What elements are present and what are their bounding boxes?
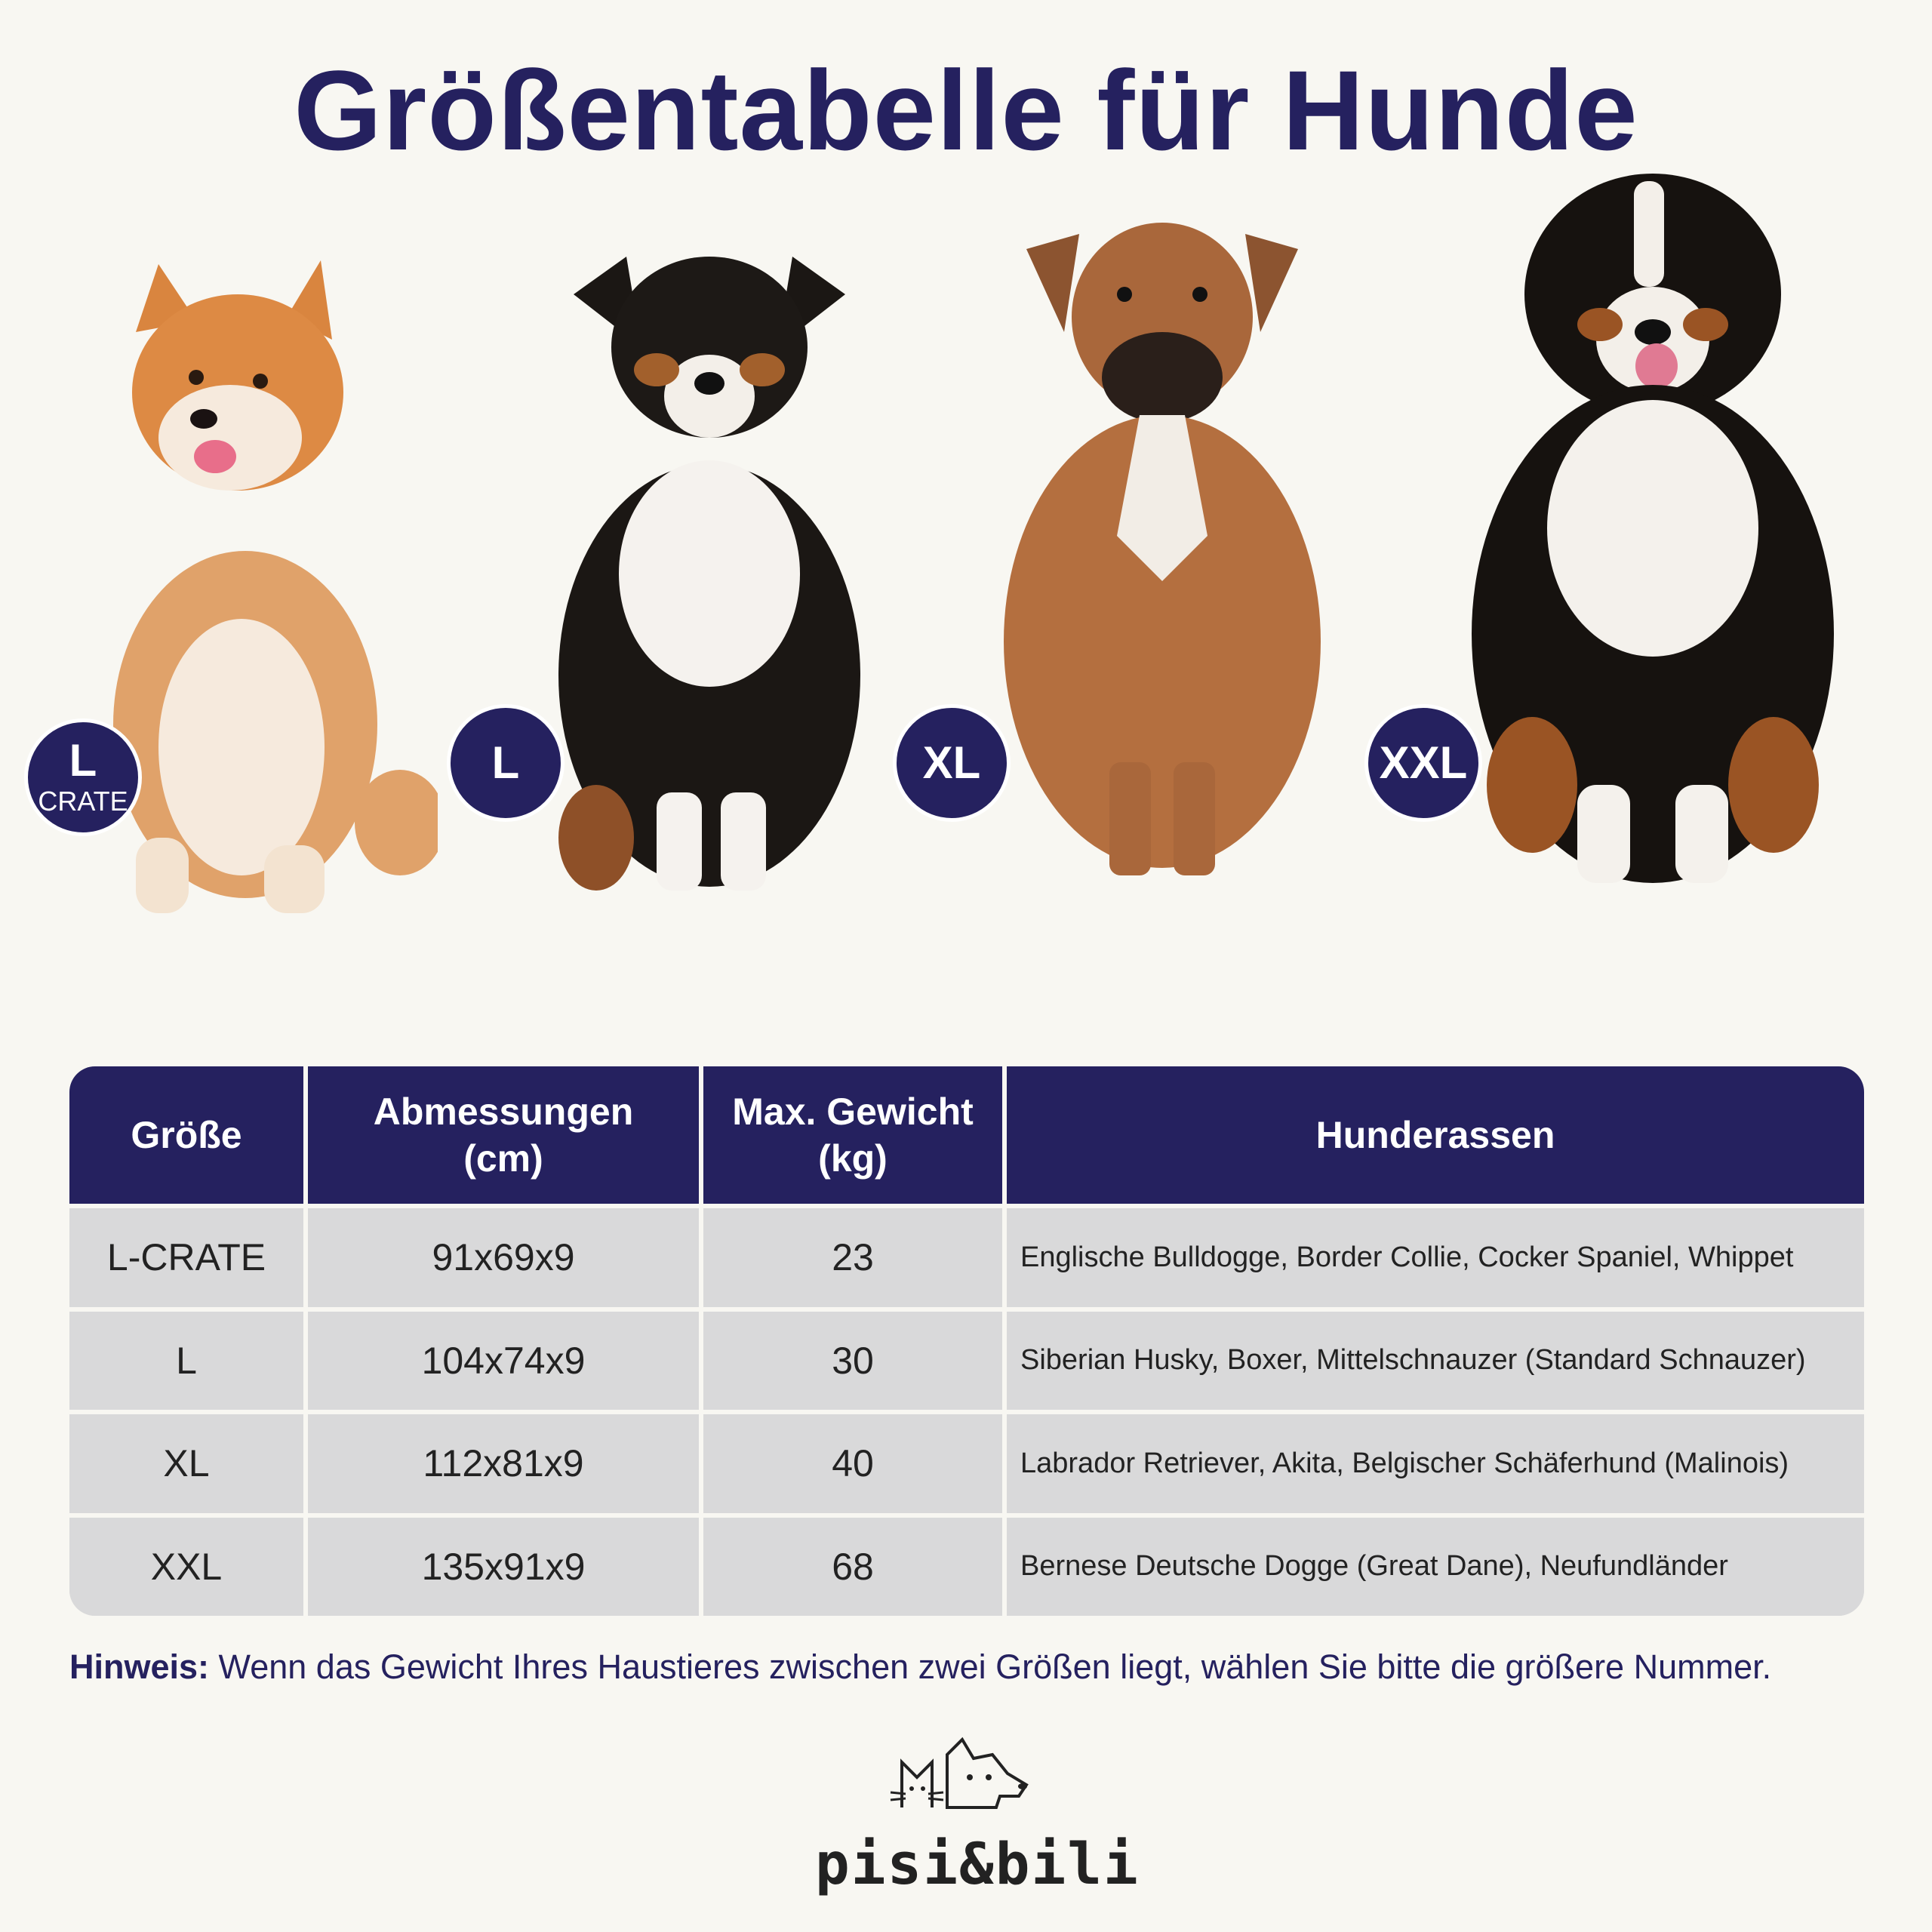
header-dimensions: Abmessungen (cm): [308, 1066, 703, 1208]
size-table: Größe Abmessungen (cm) Max. Gewicht (kg)…: [69, 1066, 1864, 1616]
cell-weight: 30: [703, 1311, 1007, 1415]
cell-breeds: Bernese Deutsche Dogge (Great Dane), Neu…: [1007, 1517, 1864, 1616]
table-row: L-CRATE 91x69x9 23 Englische Bulldogge, …: [69, 1208, 1864, 1312]
badge-sublabel: CRATE: [38, 786, 128, 817]
bernese-dog-image: [1472, 174, 1834, 883]
size-badge-xxl: XXL: [1364, 704, 1482, 822]
cell-breeds: Englische Bulldogge, Border Collie, Cock…: [1007, 1208, 1864, 1312]
boxer-dog-image: [1004, 223, 1321, 875]
size-badge-l-crate: L CRATE: [24, 718, 142, 836]
cell-size: L-CRATE: [69, 1208, 308, 1312]
cell-weight: 40: [703, 1414, 1007, 1518]
cell-dimensions: 91x69x9: [308, 1208, 703, 1312]
table-row: L 104x74x9 30 Siberian Husky, Boxer, Mit…: [69, 1311, 1864, 1415]
cell-breeds: Labrador Retriever, Akita, Belgischer Sc…: [1007, 1414, 1864, 1518]
cat-dog-logo-icon: [890, 1737, 1029, 1809]
brand-logo: pisi&bili: [815, 1721, 1140, 1902]
header-size: Größe: [69, 1066, 308, 1208]
note-text: Wenn das Gewicht Ihres Haustieres zwisch…: [209, 1647, 1772, 1686]
note-label: Hinweis:: [69, 1647, 210, 1686]
shiba-dog-image: [113, 260, 438, 913]
cell-weight: 68: [703, 1517, 1007, 1616]
header-breeds: Hunderassen: [1007, 1066, 1864, 1208]
table-row: XL 112x81x9 40 Labrador Retriever, Akita…: [69, 1414, 1864, 1518]
header-line: Abmessungen: [373, 1090, 634, 1133]
table-header-row: Größe Abmessungen (cm) Max. Gewicht (kg)…: [69, 1066, 1864, 1208]
cell-dimensions: 112x81x9: [308, 1414, 703, 1518]
cell-size: L: [69, 1311, 308, 1415]
cell-weight: 23: [703, 1208, 1007, 1312]
header-line: Hunderassen: [1315, 1113, 1555, 1156]
table-row: XXL 135x91x9 68 Bernese Deutsche Dogge (…: [69, 1517, 1864, 1616]
size-badge-xl: XL: [893, 704, 1011, 822]
page-title: Größentabelle für Hunde: [294, 47, 1638, 174]
header-line: Größe: [131, 1113, 242, 1156]
header-line: (cm): [463, 1137, 543, 1180]
size-badge-l: L: [447, 704, 565, 822]
badge-label: XXL: [1379, 737, 1468, 788]
shepherd-dog-image: [558, 257, 860, 891]
size-note: Hinweis: Wenn das Gewicht Ihres Haustier…: [69, 1647, 1881, 1687]
header-line: Max. Gewicht: [732, 1090, 974, 1133]
badge-label: L: [491, 737, 520, 788]
badge-label: XL: [922, 737, 981, 788]
cell-dimensions: 104x74x9: [308, 1311, 703, 1415]
header-max-weight: Max. Gewicht (kg): [703, 1066, 1007, 1208]
cell-size: XXL: [69, 1517, 308, 1616]
dog-gallery: L CRATE L XL XXL: [24, 174, 1834, 913]
cell-breeds: Siberian Husky, Boxer, Mittelschnauzer (…: [1007, 1311, 1864, 1415]
cell-size: XL: [69, 1414, 308, 1518]
header-line: (kg): [818, 1137, 888, 1180]
logo-text: pisi&bili: [815, 1830, 1140, 1897]
cell-dimensions: 135x91x9: [308, 1517, 703, 1616]
badge-label: L: [69, 735, 97, 786]
